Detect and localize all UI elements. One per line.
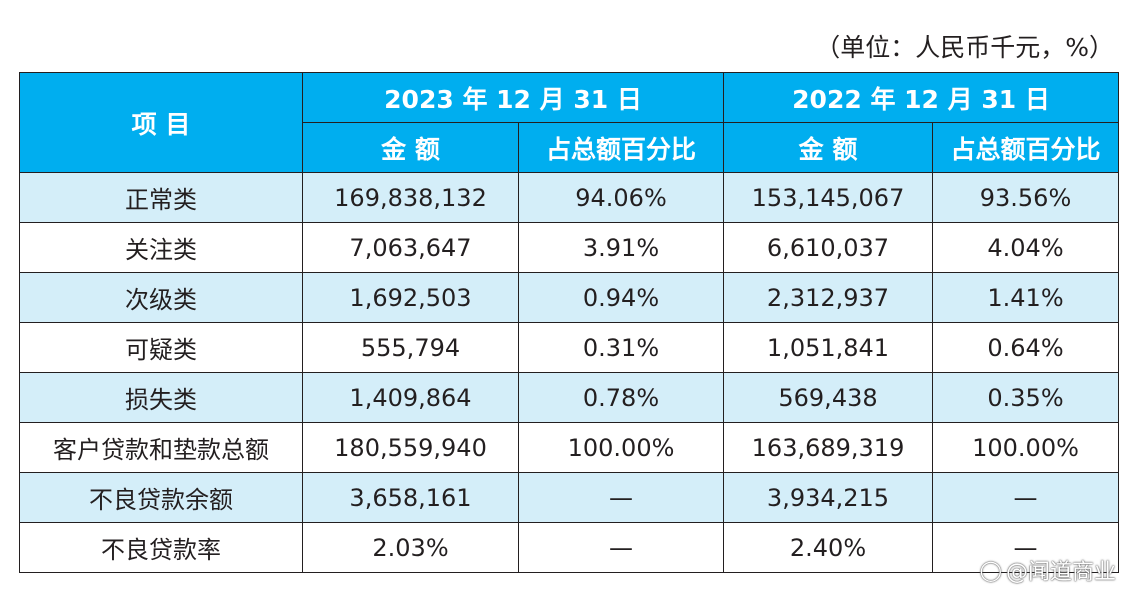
pct-2022: 0.64%: [932, 322, 1119, 373]
amount-2023: 180,559,940: [302, 422, 519, 473]
header-pct-2022: 占总额百分比: [932, 122, 1119, 173]
table-row: 可疑类 555,794 0.31% 1,051,841 0.64%: [19, 322, 1119, 373]
pct-2022: 4.04%: [932, 222, 1119, 273]
amount-2023: 1,692,503: [302, 272, 519, 323]
table-row: 正常类 169,838,132 94.06% 153,145,067 93.56…: [19, 172, 1119, 223]
header-period-2023: 2023 年 12 月 31 日: [302, 72, 724, 123]
amount-2023: 7,063,647: [302, 222, 519, 273]
pct-2022: 0.35%: [932, 372, 1119, 423]
header-amount-2022: 金 额: [723, 122, 933, 173]
amount-2022: 569,438: [723, 372, 933, 423]
table-row: 不良贷款率 2.03% — 2.40% —: [19, 522, 1119, 573]
header-amount-2023: 金 额: [302, 122, 519, 173]
pct-2022: 1.41%: [932, 272, 1119, 323]
header-period-2022: 2022 年 12 月 31 日: [723, 72, 1119, 123]
amount-2022: 2.40%: [723, 522, 933, 573]
amount-2023: 3,658,161: [302, 472, 519, 523]
pct-2022: 93.56%: [932, 172, 1119, 223]
table-row: 次级类 1,692,503 0.94% 2,312,937 1.41%: [19, 272, 1119, 323]
pct-2023: 0.31%: [518, 322, 724, 373]
unit-note: （单位：人民币千元，%）: [815, 33, 1114, 62]
amount-2023: 169,838,132: [302, 172, 519, 223]
row-label: 损失类: [19, 372, 303, 423]
pct-2023: —: [518, 472, 724, 523]
amount-2023: 555,794: [302, 322, 519, 373]
row-label: 不良贷款余额: [19, 472, 303, 523]
amount-2022: 2,312,937: [723, 272, 933, 323]
row-label: 正常类: [19, 172, 303, 223]
pct-2023: 3.91%: [518, 222, 724, 273]
amount-2022: 1,051,841: [723, 322, 933, 373]
pct-2023: 100.00%: [518, 422, 724, 473]
table-row: 关注类 7,063,647 3.91% 6,610,037 4.04%: [19, 222, 1119, 273]
cropped-heading-fragment: [180, 0, 410, 6]
header-pct-2023: 占总额百分比: [518, 122, 724, 173]
pct-2022: 100.00%: [932, 422, 1119, 473]
row-label: 关注类: [19, 222, 303, 273]
watermark-text: @闻道商业: [1005, 560, 1116, 585]
pct-2023: 0.94%: [518, 272, 724, 323]
table-row: 不良贷款余额 3,658,161 — 3,934,215 —: [19, 472, 1119, 523]
row-label: 客户贷款和垫款总额: [19, 422, 303, 473]
row-label: 可疑类: [19, 322, 303, 373]
loan-classification-table: 项 目 2023 年 12 月 31 日 2022 年 12 月 31 日 金 …: [19, 72, 1119, 573]
pct-2023: 94.06%: [518, 172, 724, 223]
amount-2022: 153,145,067: [723, 172, 933, 223]
pct-2022: —: [932, 522, 1119, 573]
pct-2022: —: [932, 472, 1119, 523]
amount-2022: 6,610,037: [723, 222, 933, 273]
wechat-icon: ◯: [979, 558, 1002, 582]
amount-2022: 3,934,215: [723, 472, 933, 523]
amount-2023: 1,409,864: [302, 372, 519, 423]
table-row: 损失类 1,409,864 0.78% 569,438 0.35%: [19, 372, 1119, 423]
row-label: 不良贷款率: [19, 522, 303, 573]
amount-2023: 2.03%: [302, 522, 519, 573]
pct-2023: —: [518, 522, 724, 573]
header-item: 项 目: [19, 72, 303, 173]
row-label: 次级类: [19, 272, 303, 323]
table-row: 客户贷款和垫款总额 180,559,940 100.00% 163,689,31…: [19, 422, 1119, 473]
amount-2022: 163,689,319: [723, 422, 933, 473]
watermark: ◯ @闻道商业: [980, 554, 1116, 586]
pct-2023: 0.78%: [518, 372, 724, 423]
